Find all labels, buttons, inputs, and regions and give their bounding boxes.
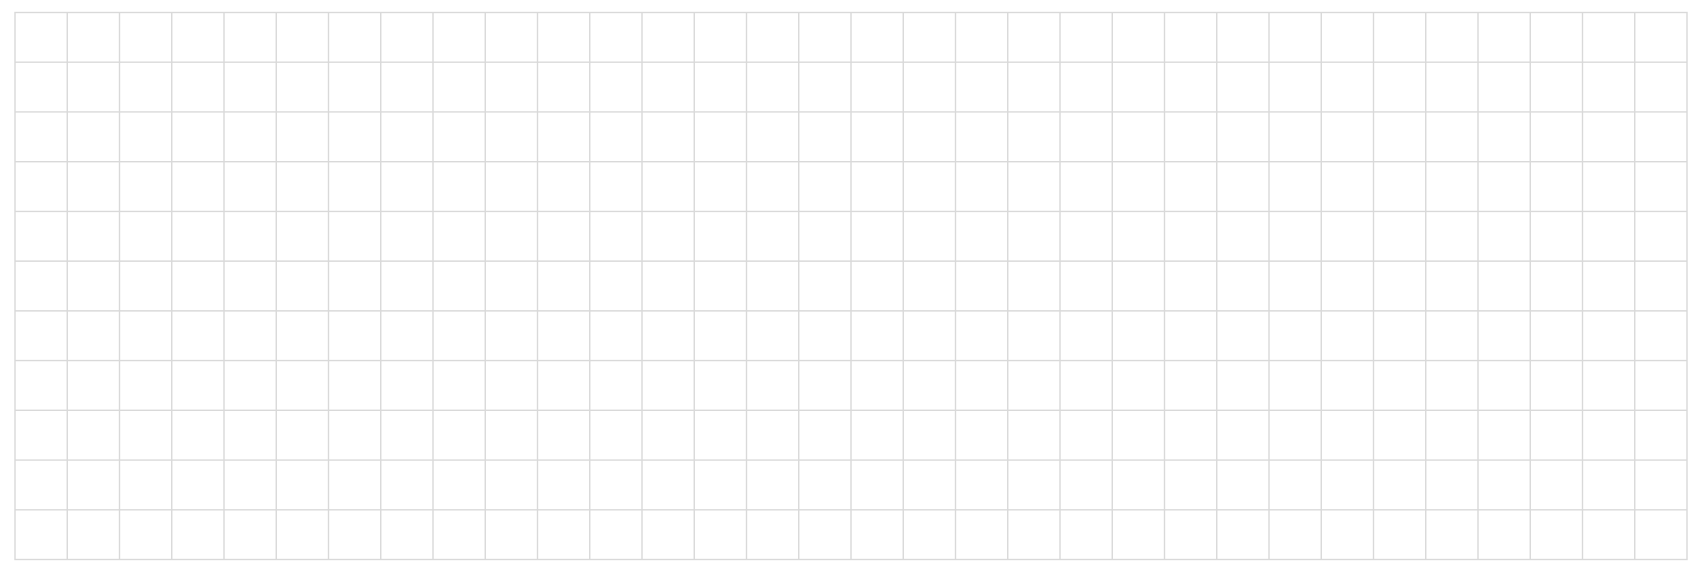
grid-lines xyxy=(15,12,1687,560)
grid-border xyxy=(14,11,1688,561)
